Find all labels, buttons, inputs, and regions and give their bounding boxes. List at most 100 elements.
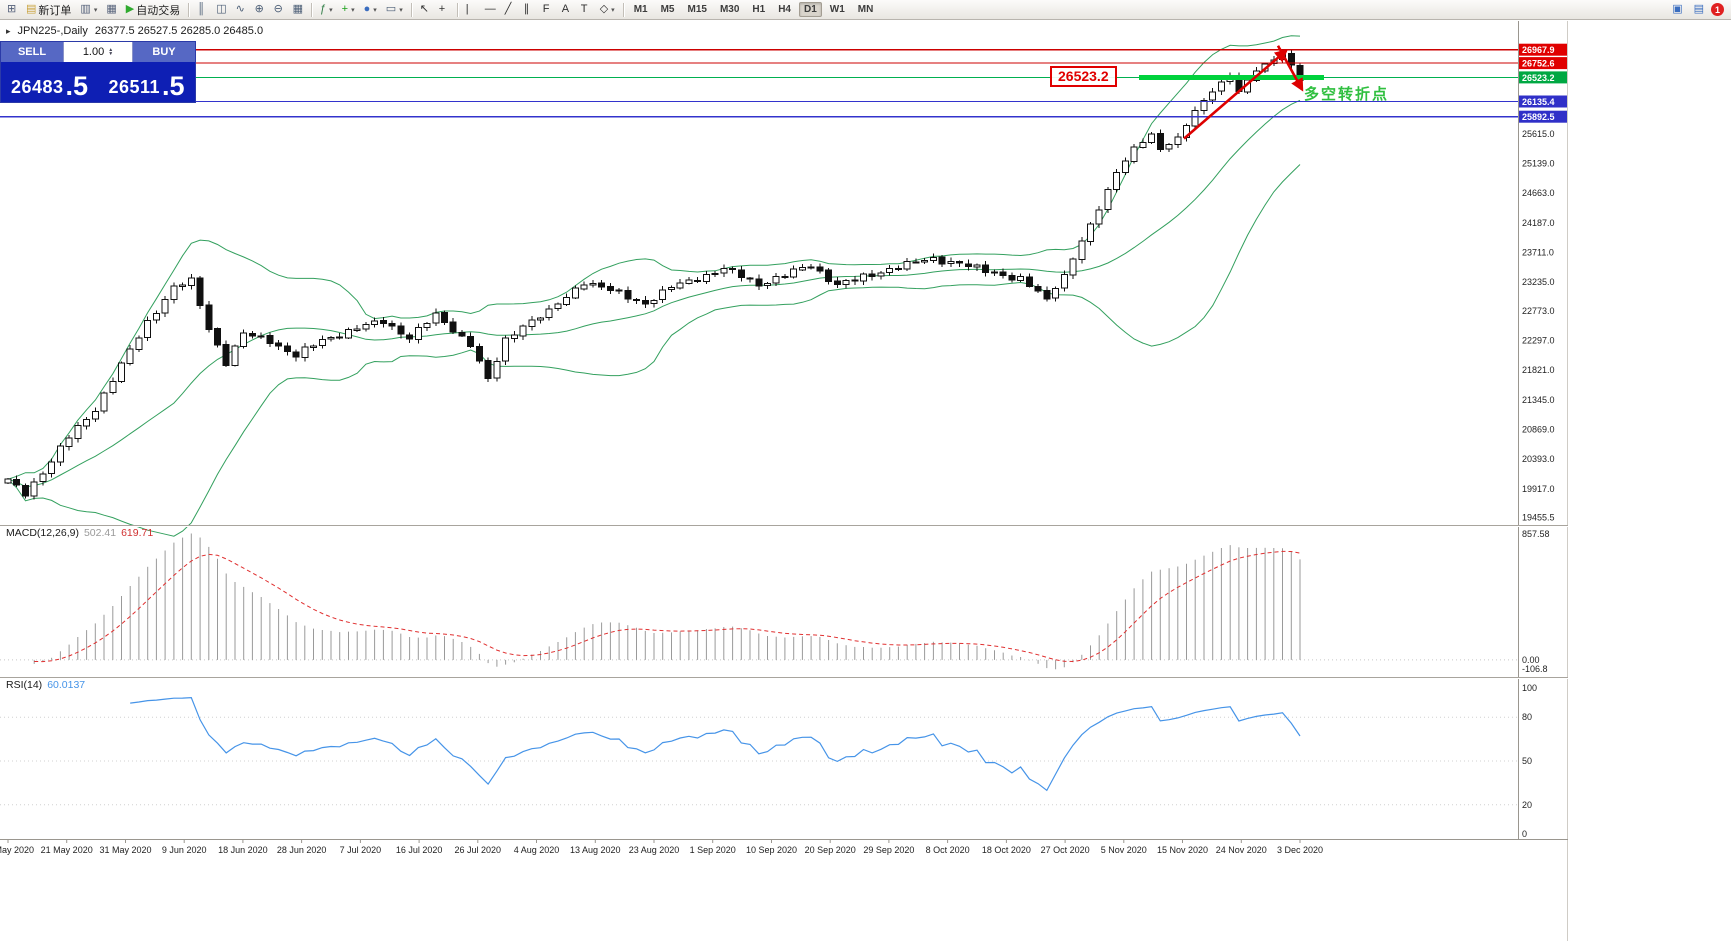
svg-text:20 Sep 2020: 20 Sep 2020 bbox=[805, 845, 856, 855]
chart-window[interactable]: 25615.0 25139.0 24663.0 24187.0 23711.0 23235… bbox=[0, 21, 1568, 941]
trend-arrows[interactable] bbox=[1183, 45, 1304, 140]
vertical-line-tool-icon: | bbox=[465, 3, 469, 15]
timeframe-m15-button[interactable]: M15 bbox=[687, 4, 707, 15]
chart-marker-icon: ▸ bbox=[6, 25, 11, 36]
timeframe-m1-button[interactable]: M1 bbox=[633, 4, 648, 15]
panel-separators[interactable] bbox=[0, 525, 1568, 679]
timeframe-h1-button[interactable]: H1 bbox=[752, 4, 766, 15]
toolbar-text-tool-button[interactable]: A bbox=[558, 1, 576, 18]
sell-price[interactable]: 26483 .5 bbox=[1, 62, 98, 102]
notification-badge: 1 bbox=[1711, 3, 1724, 16]
timeframe-m30-button[interactable]: M30 bbox=[719, 4, 740, 15]
svg-text:18 Jun 2020: 18 Jun 2020 bbox=[218, 845, 268, 855]
horizontal-line-tool-icon: ― bbox=[484, 3, 496, 15]
toolbar-add-indicator-button[interactable]: + ▾ bbox=[338, 1, 359, 18]
chevron-down-icon: ▾ bbox=[93, 6, 98, 14]
alerts-icon: ▤ bbox=[1693, 3, 1704, 15]
toolbar-fibonacci-tool-button[interactable]: F bbox=[539, 1, 557, 18]
sell-button[interactable]: SELL bbox=[17, 46, 47, 58]
buy-price[interactable]: 26511 .5 bbox=[98, 62, 195, 102]
svg-text:22297.0: 22297.0 bbox=[1522, 336, 1555, 346]
toolbar-crosshair-button[interactable]: + bbox=[435, 1, 453, 18]
macd-signal-value: 619.71 bbox=[121, 527, 154, 539]
timeframe-w1-button[interactable]: W1 bbox=[829, 4, 845, 15]
toolbar-chart-profiles-button[interactable]: ▥ ▾ bbox=[76, 1, 101, 18]
bar-chart-type-icon: ║ bbox=[197, 3, 205, 15]
rsi-value: 60.0137 bbox=[47, 679, 86, 691]
toolbar-new-chart-button[interactable]: ⊞ bbox=[3, 1, 21, 18]
toolbar-trendline-tool-button[interactable]: ╱ bbox=[501, 1, 519, 18]
toolbar-autotrading-button[interactable]: ▶ 自动交易 bbox=[122, 1, 184, 18]
sell-price-main: 26483 bbox=[10, 77, 64, 97]
toolbar-new-order-button[interactable]: ▤ 新订单 bbox=[22, 1, 75, 18]
chart-canvas[interactable]: 25615.0 25139.0 24663.0 24187.0 23711.0 23235… bbox=[0, 21, 1568, 941]
date-axis[interactable]: 12 May 2020 21 May 2020 31 May 2020 9 Jun 2… bbox=[0, 839, 1568, 855]
macd-main-value: 502.41 bbox=[83, 527, 117, 539]
chart-symbol-label: ▸ JPN225-,Daily 26377.5 26527.5 26285.0 … bbox=[6, 25, 263, 37]
toolbar-channel-tool-button[interactable]: ∥ bbox=[520, 1, 538, 18]
svg-text:24663.0: 24663.0 bbox=[1522, 188, 1555, 198]
tile-windows-icon: ▦ bbox=[292, 3, 304, 15]
buy-button[interactable]: BUY bbox=[152, 46, 176, 58]
toolbar-periods-button[interactable]: ● ▾ bbox=[360, 1, 381, 18]
toolbar-cursor-button[interactable]: ↖ bbox=[416, 1, 434, 18]
periods-icon: ● bbox=[363, 3, 371, 15]
toolbar-alerts-button[interactable]: ▤ bbox=[1690, 1, 1708, 18]
toolbar-layout-button[interactable]: ▦ bbox=[102, 1, 120, 18]
candles bbox=[4, 49, 1304, 500]
timeframe-mn-button[interactable]: MN bbox=[857, 4, 874, 15]
volume-stepper[interactable]: 1.00 ▲ ▼ bbox=[63, 42, 133, 62]
svg-text:25615.0: 25615.0 bbox=[1522, 129, 1555, 139]
macd-name: MACD(12,26,9) bbox=[6, 527, 79, 539]
svg-text:31 May 2020: 31 May 2020 bbox=[99, 845, 151, 855]
svg-text:26 Jul 2020: 26 Jul 2020 bbox=[455, 845, 502, 855]
price-scale[interactable]: 25615.0 25139.0 24663.0 24187.0 23711.0 23235… bbox=[1518, 21, 1568, 839]
toolbar-templates-button[interactable]: ▭ ▾ bbox=[382, 1, 407, 18]
line-chart-type-icon: ∿ bbox=[235, 3, 245, 15]
svg-text:16 Jul 2020: 16 Jul 2020 bbox=[396, 845, 443, 855]
svg-text:0: 0 bbox=[1522, 829, 1527, 839]
toolbar-horizontal-line-tool-button[interactable]: ― bbox=[481, 1, 500, 18]
toolbar-tile-windows-button[interactable]: ▦ bbox=[289, 1, 307, 18]
rsi-panel: 100 80 50 20 0 bbox=[0, 683, 1537, 839]
new-order-label: 新订单 bbox=[38, 4, 72, 17]
svg-text:24 Nov 2020: 24 Nov 2020 bbox=[1216, 845, 1267, 855]
toolbar-line-chart-type-button[interactable]: ∿ bbox=[232, 1, 250, 18]
svg-text:0.00: 0.00 bbox=[1522, 655, 1540, 665]
chevron-down-icon: ▾ bbox=[399, 6, 403, 14]
channel-tool-icon: ∥ bbox=[523, 3, 530, 15]
zoom-in-icon: ⊕ bbox=[254, 3, 264, 15]
toolbar-depth-of-market-button[interactable]: ▣ bbox=[1668, 1, 1686, 18]
buy-price-frac: .5 bbox=[162, 71, 185, 102]
macd-indicator-label: MACD(12,26,9) 502.41 619.71 bbox=[6, 527, 153, 539]
svg-text:26967.9: 26967.9 bbox=[1522, 45, 1555, 55]
price-level-callout[interactable]: 26523.2 bbox=[1050, 66, 1117, 88]
up-trend-arrow bbox=[1183, 49, 1288, 140]
timeframe-m5-button[interactable]: M5 bbox=[660, 4, 675, 15]
toolbar-bar-chart-type-button[interactable]: ║ bbox=[193, 1, 211, 18]
toolbar-vertical-line-tool-button[interactable]: | bbox=[462, 1, 480, 18]
toolbar-indicators-list-button[interactable]: ƒ ▾ bbox=[316, 1, 337, 18]
toolbar-label-tool-button[interactable]: T bbox=[577, 1, 595, 18]
volume-spin-icons[interactable]: ▲ ▼ bbox=[108, 47, 114, 57]
toolbar-zoom-in-button[interactable]: ⊕ bbox=[251, 1, 269, 18]
svg-text:27 Oct 2020: 27 Oct 2020 bbox=[1041, 845, 1090, 855]
svg-text:22773.0: 22773.0 bbox=[1522, 306, 1555, 316]
svg-text:19917.0: 19917.0 bbox=[1522, 484, 1555, 494]
svg-text:28 Jun 2020: 28 Jun 2020 bbox=[277, 845, 327, 855]
turning-point-note[interactable]: 多空转折点 bbox=[1304, 86, 1390, 103]
toolbar-candlestick-type-button[interactable]: ◫ bbox=[212, 1, 230, 18]
layout-icon: ▦ bbox=[106, 3, 117, 15]
toolbar-zoom-out-button[interactable]: ⊖ bbox=[270, 1, 288, 18]
svg-text:12 May 2020: 12 May 2020 bbox=[0, 845, 34, 855]
svg-text:-106.8: -106.8 bbox=[1522, 664, 1548, 674]
timeframe-d1-button[interactable]: D1 bbox=[799, 2, 822, 17]
rsi-indicator-label: RSI(14) 60.0137 bbox=[6, 679, 85, 691]
svg-text:24187.0: 24187.0 bbox=[1522, 218, 1555, 228]
zoom-out-icon: ⊖ bbox=[273, 3, 283, 15]
new-chart-icon: ⊞ bbox=[7, 3, 17, 15]
toolbar-separator bbox=[311, 2, 313, 17]
toolbar-shapes-tool-button[interactable]: ◇ ▾ bbox=[596, 1, 619, 18]
one-click-trading-panel: SELL 1.00 ▲ ▼ BUY 26483 .5 26511 .5 bbox=[0, 41, 196, 103]
timeframe-h4-button[interactable]: H4 bbox=[778, 4, 791, 15]
